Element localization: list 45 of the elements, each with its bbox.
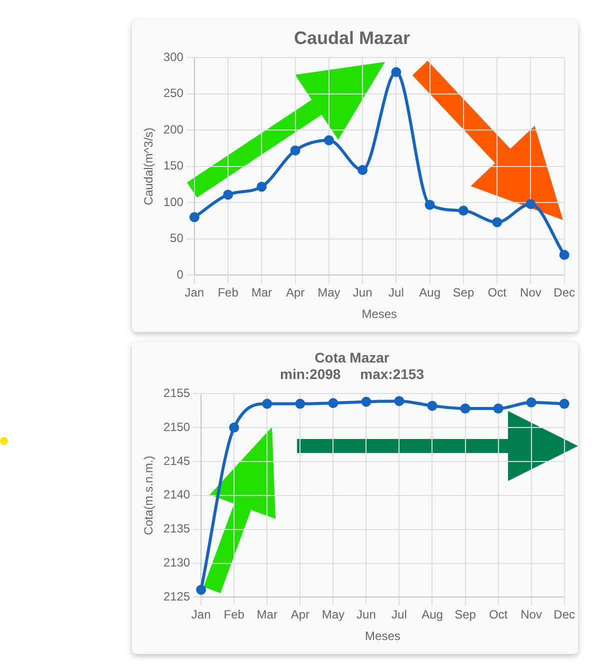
x-tick-label: May bbox=[322, 608, 345, 622]
x-tick-label: Dec bbox=[554, 608, 575, 622]
y-tick-label: 50 bbox=[170, 231, 184, 246]
x-tick-label: Sep bbox=[454, 608, 476, 622]
x-tick-label: Jul bbox=[392, 608, 407, 622]
y-tick-label: 250 bbox=[163, 86, 184, 100]
x-tick-label: Aug bbox=[419, 286, 440, 300]
y-tick-label: 300 bbox=[163, 50, 184, 64]
x-tick-label: Jun bbox=[352, 286, 372, 300]
x-axis-title: Meses bbox=[365, 629, 400, 644]
x-tick-label: Apr bbox=[286, 286, 305, 300]
x-tick-label: Mar bbox=[256, 608, 278, 622]
y-axis-title: Cota(m.s.n.m.) bbox=[142, 456, 156, 536]
x-tick-label: Nov bbox=[520, 286, 542, 300]
x-tick-label: Feb bbox=[218, 286, 239, 300]
x-tick-label: Jul bbox=[388, 286, 404, 300]
chart-title: Cota Mazar bbox=[314, 349, 390, 366]
x-tick-label: Oct bbox=[488, 286, 508, 300]
x-tick-label: May bbox=[318, 286, 340, 300]
y-axis-title: Caudal(m^3/s) bbox=[142, 128, 156, 206]
y-tick-label: 2140 bbox=[163, 488, 190, 502]
x-axis-title: Meses bbox=[362, 307, 398, 322]
x-tick-label: Mar bbox=[251, 286, 272, 300]
x-tick-label: Nov bbox=[520, 608, 542, 622]
y-tick-label: 2135 bbox=[163, 522, 190, 536]
x-tick-label: Feb bbox=[224, 608, 245, 622]
y-tick-label: 2125 bbox=[163, 590, 190, 604]
x-tick-label: Apr bbox=[290, 608, 310, 622]
x-tick-label: Jan bbox=[184, 286, 204, 300]
y-tick-label: 2145 bbox=[163, 454, 190, 468]
x-tick-label: Oct bbox=[488, 608, 508, 622]
y-tick-label: 0 bbox=[176, 268, 184, 282]
y-tick-label: 100 bbox=[163, 194, 184, 209]
x-tick-label: Sep bbox=[452, 286, 474, 300]
chart-subtitle: min:2098 max:2153 bbox=[280, 366, 424, 382]
y-tick-label: 2130 bbox=[163, 556, 190, 570]
y-tick-label: 2150 bbox=[163, 420, 190, 434]
x-tick-label: Dec bbox=[554, 286, 575, 300]
y-tick-label: 200 bbox=[163, 122, 184, 136]
y-tick-label: 2155 bbox=[163, 386, 190, 400]
chart-title: Caudal Mazar bbox=[294, 28, 410, 48]
x-tick-label: Jun bbox=[356, 608, 376, 622]
x-tick-label: Aug bbox=[422, 608, 443, 622]
x-tick-label: Jan bbox=[191, 608, 211, 622]
y-tick-label: 150 bbox=[163, 158, 184, 173]
